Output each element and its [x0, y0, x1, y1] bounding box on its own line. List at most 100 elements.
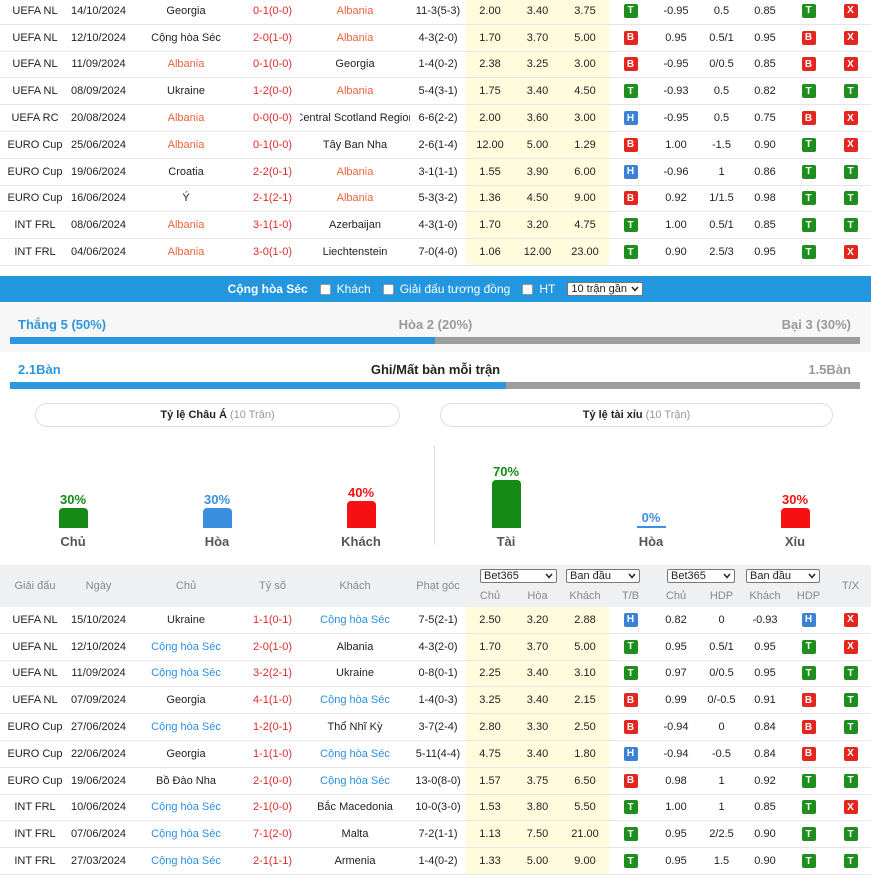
header-label: T/X [841, 580, 860, 592]
result-badge: T [843, 720, 858, 735]
cell-text: 0 [718, 613, 725, 626]
cell-text: 0.95 [665, 640, 687, 653]
table-cell: 5-3(3-2) [410, 186, 466, 212]
table-cell: 12.00 [466, 132, 514, 158]
odds-select[interactable]: Ban đầu [566, 569, 640, 583]
odds-select[interactable]: Ban đầu [746, 569, 820, 583]
table-cell: 0/0.5 [700, 661, 743, 687]
table-cell: 0.85 [743, 795, 787, 821]
table-cell: Albania [127, 105, 245, 131]
table-cell: T [787, 661, 830, 687]
percent-bar [780, 507, 810, 528]
filter-team: Cộng hòa Séc [227, 282, 308, 296]
cell-text: Cộng hòa Séc [151, 31, 221, 44]
table-cell: 0.84 [743, 714, 787, 740]
header-sublabel: Chủ [665, 590, 687, 602]
table-cell: -0.94 [652, 714, 700, 740]
table-cell: UEFA NL [0, 661, 70, 687]
cell-text: Albania [167, 246, 205, 259]
header-sublabel: Hòa [527, 590, 548, 602]
result-badge: B [623, 693, 638, 708]
cell-text: 0.5 [713, 112, 730, 125]
result-badge: T [801, 800, 816, 815]
table-cell: -0.5 [700, 741, 743, 767]
table-cell: 3.10 [561, 660, 609, 687]
table-cell: 0.85 [743, 0, 787, 24]
cell-text: Thổ Nhĩ Kỳ [327, 721, 383, 734]
cell-text: 1.5 [713, 855, 730, 868]
filter-checkbox[interactable] [522, 283, 534, 295]
cell-text: 7-1(2-0) [252, 828, 293, 841]
cell-text: UEFA NL [12, 694, 58, 707]
pill-note: (10 Trận) [645, 409, 691, 421]
table-cell: 0.5 [700, 78, 743, 104]
cell-text: 1.13 [479, 828, 501, 841]
table-cell: 7-1(2-0) [245, 821, 300, 847]
table-cell: 21.00 [561, 821, 609, 848]
cell-text: 0.92 [665, 192, 687, 205]
table-cell: Malta [300, 821, 410, 847]
table-cell: 0-8(0-1) [410, 661, 466, 687]
header-sublabel: Khách [749, 590, 781, 602]
table-cell: T [830, 212, 871, 238]
table-cell: INT FRL [0, 821, 70, 847]
header-sublabel: Chủ [479, 590, 501, 602]
table-cell: 4-3(1-0) [410, 212, 466, 238]
cell-text: 1.70 [479, 31, 501, 44]
result-badge: B [623, 720, 638, 735]
table-cell: H [609, 741, 652, 767]
cell-text: 1.70 [479, 219, 501, 232]
goals-bar [505, 382, 860, 389]
result-badge: T [843, 84, 858, 99]
filter-option: HT [539, 282, 556, 296]
cell-text: Liechtenstein [322, 246, 388, 259]
result-badge: T [843, 854, 858, 869]
result-badge: B [801, 746, 816, 761]
result-label: Thắng 5 (50%) [18, 317, 107, 332]
result-badge: H [623, 746, 638, 761]
cell-text: 0.97 [665, 667, 687, 680]
table-cell: 0.5 [700, 105, 743, 131]
cell-text: 2-1(2-1) [252, 192, 293, 205]
table-cell: B [609, 768, 652, 794]
table-cell: 0.95 [743, 661, 787, 687]
table-cell: Georgia [127, 741, 245, 767]
cell-text: 10-0(3-0) [415, 801, 461, 814]
header-label: Chủ [175, 580, 197, 592]
table-cell: 12.00 [514, 239, 561, 265]
table-cell: 0.85 [743, 52, 787, 78]
odds-select[interactable]: Bet365 [480, 569, 557, 583]
cell-text: 2-6(1-4) [418, 138, 458, 151]
result-badge: T [623, 3, 638, 18]
cell-text: 13-0(8-0) [415, 774, 461, 787]
table-cell: 0.85 [743, 212, 787, 238]
result-badge: T [801, 245, 816, 260]
odds-select[interactable]: Bet365 [667, 569, 735, 583]
table-cell: Albania [300, 159, 410, 185]
cell-text: 0.86 [754, 165, 776, 178]
table-cell: 1.00 [652, 212, 700, 238]
table-cell: 2.25 [466, 660, 514, 687]
filter-bar: Cộng hòa Séc Khách Giải đấu tương đồng HT 1… [0, 276, 871, 302]
table-cell: T [830, 78, 871, 104]
table-cell: H [609, 607, 652, 633]
category-label: Khách [341, 534, 381, 549]
result-badge: T [801, 3, 816, 18]
table-cell: 1.70 [466, 633, 514, 660]
cell-text: 3-2(2-1) [252, 667, 293, 680]
cell-text: 0.85 [754, 4, 776, 17]
cell-text: 3.00 [574, 58, 596, 71]
filter-select[interactable]: 10 trận gần [567, 282, 644, 296]
table-cell: 10/06/2024 [70, 795, 127, 821]
table-cell: B [609, 714, 652, 740]
result-badge: T [801, 666, 816, 681]
table-cell: 3.40 [514, 687, 561, 714]
table-cell: 0/-0.5 [700, 687, 743, 713]
header-sublabel: HDP [709, 590, 734, 602]
filter-checkbox[interactable] [319, 283, 331, 295]
cell-text: Albania [167, 58, 205, 71]
result-badge: T [623, 827, 638, 842]
result-badge: B [623, 191, 638, 206]
filter-checkbox[interactable] [382, 283, 394, 295]
cell-text: -0.95 [663, 58, 689, 71]
